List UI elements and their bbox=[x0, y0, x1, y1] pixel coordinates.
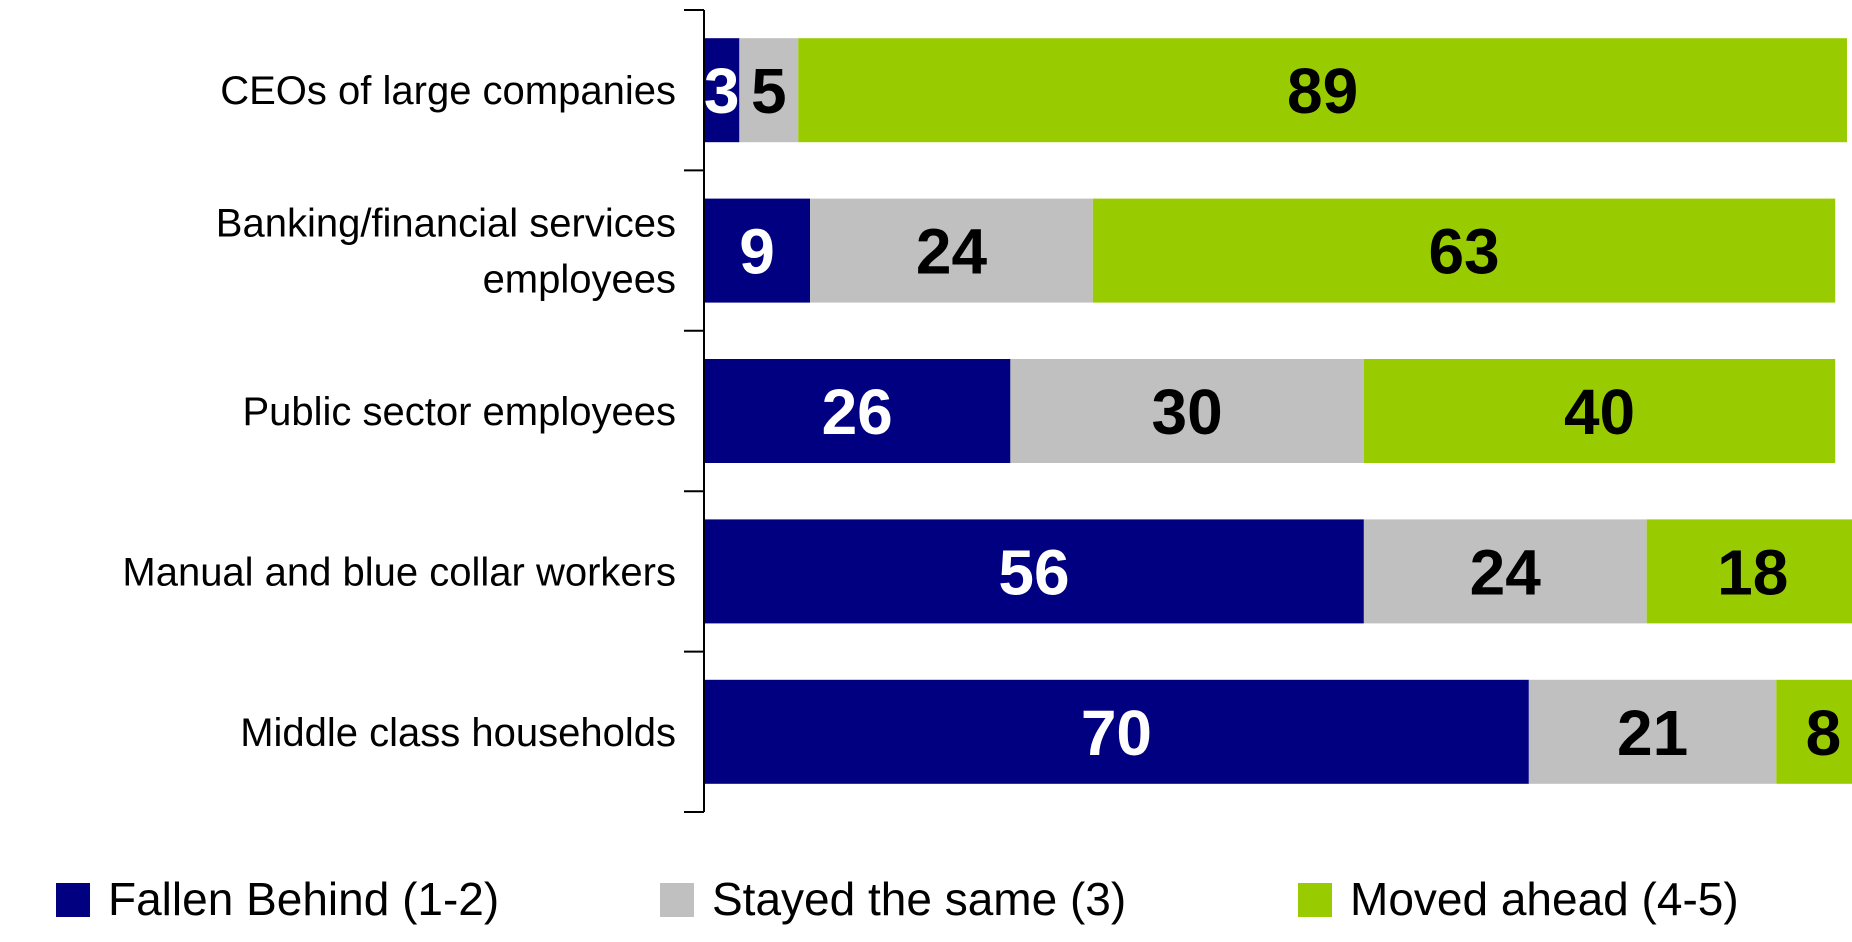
data-label: 8 bbox=[1806, 697, 1842, 769]
data-label: 56 bbox=[998, 536, 1069, 608]
data-label: 30 bbox=[1152, 376, 1223, 448]
data-label: 5 bbox=[751, 55, 787, 127]
bar-segment bbox=[1528, 679, 1777, 784]
category-label: employees bbox=[483, 258, 676, 302]
data-label: 21 bbox=[1617, 697, 1688, 769]
bars-layer: 3 5 89 9 24 63 26 30 40 56 24 18 70 21 8 bbox=[704, 38, 1852, 784]
data-label: 24 bbox=[1470, 536, 1542, 608]
category-label: Banking/financial services bbox=[216, 202, 676, 246]
category-label: Public sector employees bbox=[242, 390, 676, 434]
legend-label: Fallen Behind (1-2) bbox=[108, 873, 499, 925]
legend-label: Stayed the same (3) bbox=[712, 873, 1126, 925]
data-label: 26 bbox=[822, 376, 893, 448]
data-label: 70 bbox=[1081, 697, 1152, 769]
bar-segment bbox=[1092, 198, 1836, 303]
legend: Fallen Behind (1-2) Stayed the same (3) Mo… bbox=[56, 873, 1739, 925]
bar-segment bbox=[1363, 519, 1647, 624]
category-label: Middle class households bbox=[240, 711, 676, 755]
legend-swatch bbox=[56, 883, 90, 917]
bar-segment bbox=[704, 359, 1011, 463]
y-axis bbox=[684, 9, 705, 813]
data-label: 89 bbox=[1287, 55, 1358, 127]
bar-segment bbox=[1010, 359, 1364, 463]
category-label: CEOs of large companies bbox=[220, 69, 676, 113]
data-label: 3 bbox=[704, 55, 740, 127]
data-label: 24 bbox=[916, 216, 988, 288]
bar-segment bbox=[1776, 679, 1852, 784]
legend-label: Moved ahead (4-5) bbox=[1350, 873, 1739, 925]
data-label: 18 bbox=[1717, 536, 1788, 608]
bar-segment bbox=[1363, 359, 1836, 463]
bar-segment bbox=[704, 519, 1364, 624]
category-label: Manual and blue collar workers bbox=[122, 550, 676, 594]
bar-segment bbox=[704, 38, 740, 143]
data-label: 9 bbox=[739, 216, 775, 288]
data-label: 63 bbox=[1428, 216, 1499, 288]
legend-swatch bbox=[660, 883, 694, 917]
legend-swatch bbox=[1298, 883, 1332, 917]
bar-segment bbox=[1646, 519, 1852, 624]
data-label: 40 bbox=[1564, 376, 1635, 448]
bar-segment bbox=[704, 198, 811, 303]
bar-segment bbox=[739, 38, 799, 143]
bar-segment bbox=[704, 679, 1529, 784]
category-labels: CEOs of large companies Banking/financial… bbox=[122, 69, 676, 755]
bar-segment bbox=[810, 198, 1093, 303]
bar-segment bbox=[798, 38, 1847, 143]
